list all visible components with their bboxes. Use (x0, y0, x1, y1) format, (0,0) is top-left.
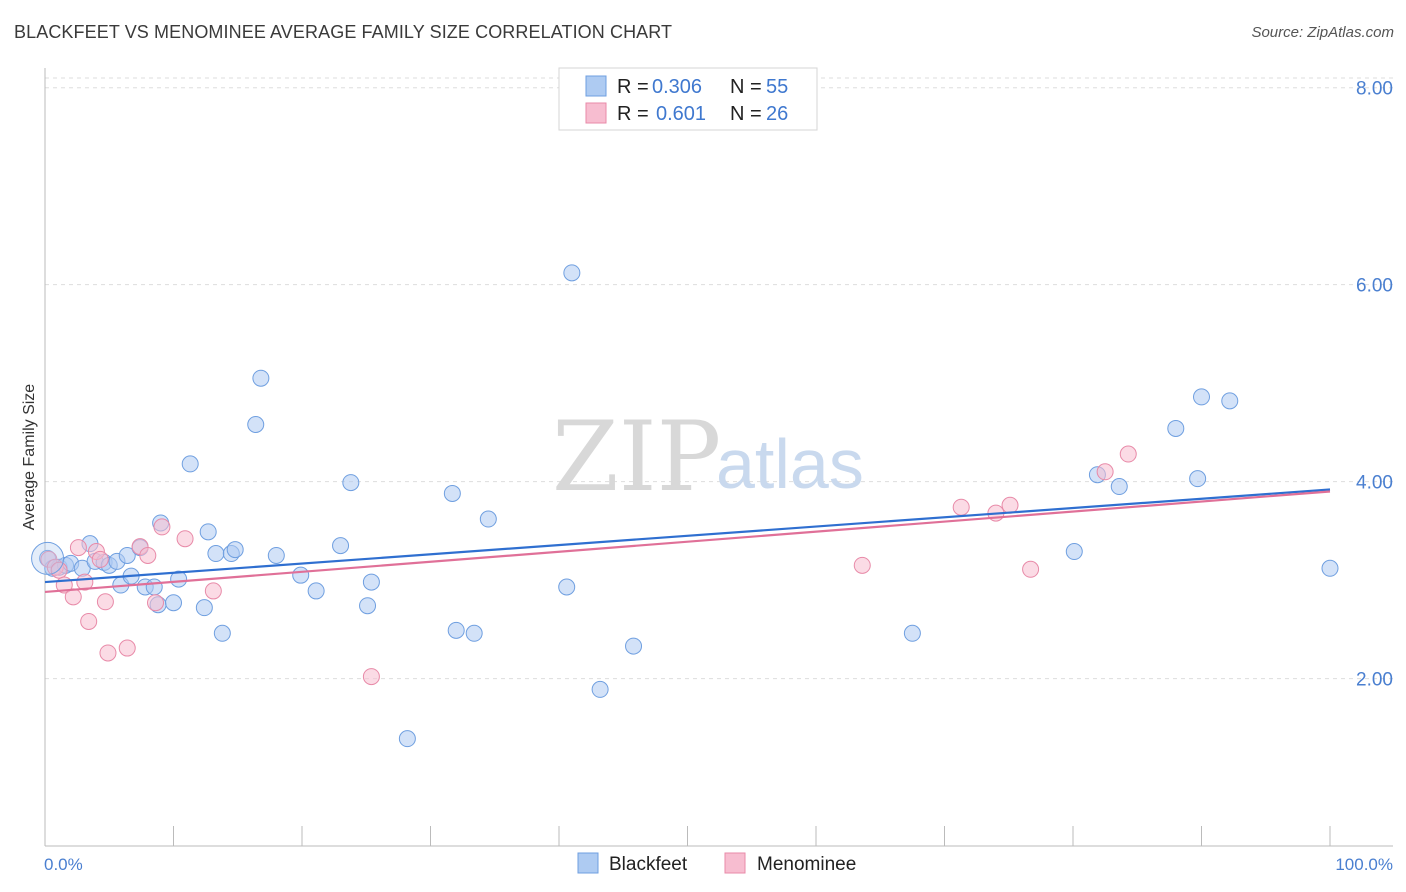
legend-r-label-2: R = (617, 103, 649, 125)
point-blackfeet (145, 578, 163, 596)
point-blackfeet (563, 264, 581, 282)
point-blackfeet (443, 484, 461, 502)
legend-swatch-blackfeet (585, 75, 607, 97)
legend-r-label-1: R = (617, 76, 649, 98)
point-menominee (176, 530, 194, 548)
point-blackfeet (591, 680, 609, 698)
y-tick-label: 6.00 (1356, 276, 1393, 297)
point-blackfeet (307, 582, 325, 600)
axes (44, 68, 1393, 847)
point-blackfeet (903, 624, 921, 642)
point-blackfeet (1189, 470, 1207, 488)
point-menominee (50, 561, 68, 579)
point-menominee (853, 556, 871, 574)
bottom-legend-label-blackfeet: Blackfeet (609, 854, 688, 875)
x-tick-label-max: 100.0% (1335, 855, 1393, 874)
legend-box: R = 0.306 N = 55 R = 0.601 N = 26 (558, 67, 818, 131)
point-menominee (139, 546, 157, 564)
point-menominee (118, 639, 136, 657)
point-blackfeet (181, 455, 199, 473)
legend-r-value-2: 0.601 (656, 103, 706, 125)
point-blackfeet (247, 416, 265, 434)
point-blackfeet (1065, 543, 1083, 561)
point-blackfeet (1321, 559, 1339, 577)
watermark: ZIP atlas (552, 401, 864, 513)
source-label: Source: ZipAtlas.com (1251, 24, 1394, 41)
y-axis-tick-labels: 2.00 4.00 6.00 8.00 (1356, 79, 1393, 691)
point-menominee (1022, 560, 1040, 578)
point-menominee (96, 593, 114, 611)
data-points (31, 264, 1339, 748)
point-blackfeet (207, 545, 225, 563)
point-blackfeet (398, 730, 416, 748)
point-blackfeet (447, 621, 465, 639)
point-blackfeet (195, 599, 213, 617)
legend-n-label-2: N = (730, 103, 762, 125)
point-blackfeet (165, 594, 182, 612)
point-blackfeet (118, 546, 136, 564)
point-blackfeet-cluster (31, 541, 65, 575)
legend-n-value-2: 26 (766, 103, 788, 125)
legend-n-value-1: 55 (766, 76, 788, 98)
point-blackfeet (213, 624, 231, 642)
point-blackfeet (332, 537, 350, 555)
point-menominee (952, 498, 970, 516)
point-blackfeet (362, 573, 380, 591)
point-blackfeet (267, 546, 285, 564)
point-menominee (1119, 445, 1137, 463)
point-blackfeet (465, 624, 483, 642)
trend-line-blackfeet (44, 488, 1331, 584)
watermark-atlas: atlas (716, 425, 864, 503)
chart-title: BLACKFEET VS MENOMINEE AVERAGE FAMILY SI… (14, 22, 673, 42)
y-tick-label: 8.00 (1356, 79, 1393, 100)
point-blackfeet (1167, 419, 1185, 437)
point-blackfeet (1193, 388, 1210, 406)
point-blackfeet (342, 474, 360, 492)
trend-lines (44, 488, 1331, 594)
point-blackfeet (359, 597, 377, 615)
point-menominee (362, 668, 380, 686)
y-tick-label: 4.00 (1356, 473, 1393, 494)
point-blackfeet (1221, 392, 1239, 410)
point-blackfeet (199, 523, 217, 541)
point-blackfeet (252, 369, 270, 387)
point-menominee (153, 518, 171, 536)
point-menominee (80, 612, 98, 630)
point-blackfeet (558, 578, 576, 596)
point-blackfeet (625, 637, 643, 655)
bottom-legend-swatch-blackfeet (577, 852, 599, 874)
bottom-legend: Blackfeet Menominee (577, 852, 856, 875)
legend-r-value-1: 0.306 (652, 76, 702, 98)
grid-lines (45, 77, 1393, 680)
point-menominee (99, 644, 117, 662)
y-axis-label: Average Family Size (21, 384, 38, 531)
trend-line-menominee (44, 490, 1331, 594)
x-axis-ticks (44, 826, 1331, 846)
bottom-legend-label-menominee: Menominee (757, 854, 856, 875)
point-menominee (91, 550, 109, 568)
point-menominee (69, 539, 87, 557)
point-menominee (1096, 463, 1114, 481)
point-menominee (1001, 496, 1019, 514)
point-menominee (147, 594, 165, 612)
y-tick-label: 2.00 (1356, 670, 1393, 691)
point-blackfeet (292, 566, 310, 584)
legend-swatch-menominee (585, 102, 607, 124)
point-blackfeet (170, 570, 188, 588)
watermark-zip: ZIP (552, 401, 721, 513)
point-menominee (204, 582, 222, 600)
point-blackfeet (479, 510, 497, 528)
legend-n-label-1: N = (730, 76, 762, 98)
point-blackfeet (226, 541, 244, 559)
point-blackfeet (1110, 478, 1128, 496)
x-tick-label-min: 0.0% (44, 855, 83, 874)
bottom-legend-swatch-menominee (724, 852, 746, 874)
